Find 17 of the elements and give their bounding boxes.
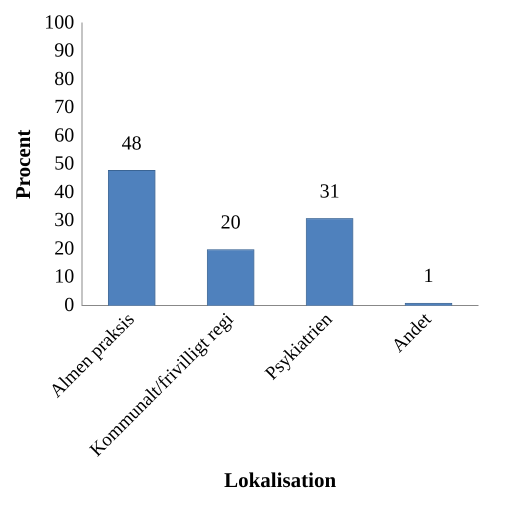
- x-axis-title: Lokalisation: [224, 468, 336, 492]
- y-tick-label: 60: [54, 124, 74, 146]
- y-tick-label: 30: [54, 209, 74, 232]
- data-label: 31: [320, 180, 340, 202]
- y-tick-label: 70: [54, 96, 74, 118]
- y-tick-label: 80: [54, 68, 74, 90]
- y-tick-label: 50: [54, 152, 74, 175]
- y-tick-label: 40: [54, 180, 74, 203]
- y-tick-label: 100: [44, 11, 74, 34]
- data-label: 48: [122, 132, 142, 154]
- data-label: 1: [424, 265, 434, 288]
- y-tick-label: 90: [54, 40, 74, 62]
- data-label: 20: [220, 211, 241, 234]
- y-tick-label: 20: [54, 237, 74, 260]
- y-axis-title: Procent: [11, 130, 36, 200]
- y-tick-label: 0: [64, 294, 74, 316]
- y-tick-label: 10: [54, 266, 74, 288]
